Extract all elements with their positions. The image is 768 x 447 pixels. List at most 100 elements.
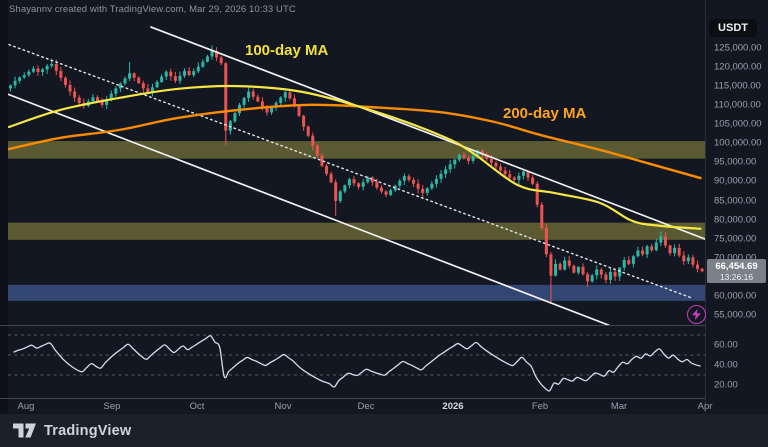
candle [384,190,388,198]
candle [535,181,539,208]
ma100-annotation-label: 100-day MA [245,42,329,59]
axis-separator [0,398,706,399]
candle [173,71,177,84]
candle [201,59,205,68]
candle [27,69,31,77]
rsi-axis-scale[interactable]: 60.00 40.00 20.00 [706,326,768,398]
last-price-value: 66,454.69 [715,261,758,273]
price-tick-label: 115,000.00 [714,80,761,92]
candle [467,156,470,165]
price-chart-canvas[interactable] [8,0,705,326]
rsi-pane-canvas[interactable] [8,326,705,398]
candle [576,266,580,275]
time-tick-label: Aug [17,401,35,412]
candle [370,176,374,186]
price-axis-border [705,0,706,414]
candle [485,152,489,161]
candle [636,246,640,258]
footer-bar: TradingView [0,414,768,447]
last-price-label: 66,454.69 13:26:16 [707,259,766,284]
candle [613,268,617,282]
ma200-line [8,103,702,180]
candle [563,256,567,271]
candle [558,262,562,271]
candle [416,179,420,194]
candle [691,254,695,268]
candle [425,187,429,196]
time-tick-label: Nov [274,401,292,412]
candle [604,272,608,284]
candle [526,170,530,182]
candle [132,72,136,82]
candle [567,255,571,269]
time-tick-label: Feb [531,401,549,412]
candle [169,68,173,81]
candle [343,184,347,194]
time-axis-scale[interactable]: Aug Sep Oct Nov Dec 2026 Feb Mar Apr [0,399,713,414]
price-tick-label: 120,000.00 [714,61,762,73]
candle [586,272,590,287]
candle [668,244,672,256]
ma100-line [8,84,702,230]
candle [334,179,338,216]
price-tick-label: 125,000.00 [714,42,762,54]
candle [45,63,49,74]
chart-attribution: Shayannv created with TradingView.com, M… [9,4,296,15]
price-tick-label: 75,000.00 [714,233,757,245]
candle [315,143,319,159]
tradingview-logo-icon[interactable] [13,422,36,439]
candle [9,84,12,92]
pane-separator[interactable] [0,325,706,326]
candle [503,166,507,178]
candle [59,66,63,81]
candle [366,175,370,184]
time-tick-label: Dec [357,401,375,412]
candle [306,125,310,138]
tradingview-brand-text[interactable]: TradingView [44,422,132,439]
candle [659,231,663,247]
candle [63,76,67,88]
bar-close-countdown: 13:26:16 [719,272,754,283]
dotted-trendline [8,43,693,299]
candle [18,76,22,84]
rsi-tick-label: 40.00 [714,359,738,371]
candle [224,62,228,145]
candle [210,45,214,60]
rsi-line [13,335,701,392]
candle [118,82,122,93]
candle [205,54,209,63]
candle [521,170,525,180]
flash-icon[interactable] [687,305,706,324]
candle [540,202,544,231]
candle [192,68,196,78]
candle [599,267,603,279]
candle [141,80,145,93]
left-margin [0,0,8,414]
candle [31,66,35,74]
candle [73,87,77,102]
candle [641,246,645,257]
candle [595,265,599,280]
price-axis-scale[interactable]: 125,000.00 120,000.00 115,000.00 110,000.00… [706,0,768,398]
candle [22,72,26,80]
rsi-tick-label: 60.00 [714,339,738,351]
candle [178,71,182,84]
support-resistance-zones [8,141,705,301]
candle [453,158,457,169]
candle [219,55,223,66]
candle [288,91,292,101]
candle [375,178,379,190]
candle [215,47,219,62]
candle [462,152,466,160]
candle [347,177,351,189]
candle [581,263,585,276]
candle [696,260,699,273]
candle [233,112,237,123]
price-tick-label: 70,000.00 [714,252,757,264]
candle [700,268,704,273]
candle [590,273,594,283]
price-tick-label: 95,000.00 [714,156,757,168]
candle [439,170,443,183]
candle [242,96,246,110]
